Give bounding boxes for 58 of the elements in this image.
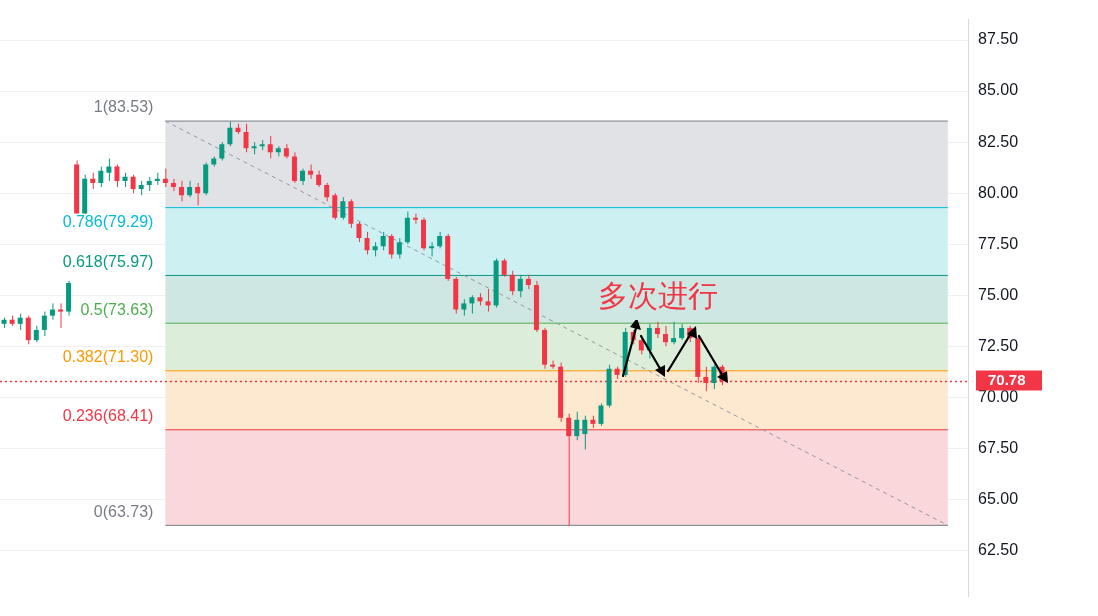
- y-tick-label: 80.00: [978, 183, 1019, 201]
- candlestick: [501, 257, 507, 278]
- ref-line-label: 1(83.53): [93, 98, 154, 116]
- candlestick: [412, 213, 418, 225]
- y-tick-label: 67.50: [978, 438, 1019, 456]
- y-tick-label: 85.00: [978, 81, 1019, 99]
- candlestick: [332, 192, 338, 221]
- candlestick: [58, 302, 63, 329]
- candlestick: [348, 198, 354, 229]
- candlestick: [396, 237, 402, 259]
- ref-line-label: 0.382(71.30): [62, 348, 154, 366]
- y-tick-label: 70.00: [978, 387, 1019, 405]
- candlestick: [598, 402, 604, 427]
- y-tick-label: 72.50: [978, 336, 1019, 354]
- candlestick: [469, 294, 475, 315]
- candlestick: [114, 164, 120, 188]
- candlestick: [388, 233, 394, 259]
- candlestick: [243, 123, 249, 153]
- candlestick: [130, 174, 136, 194]
- candlestick: [550, 360, 556, 370]
- candlestick: [195, 182, 201, 206]
- candlestick: [364, 231, 370, 255]
- candlestick: [574, 411, 580, 441]
- y-tick-label: 65.00: [978, 489, 1019, 507]
- ref-line-label: 0.618(75.97): [62, 252, 154, 270]
- ref-line-label: 0.236(68.41): [62, 407, 154, 425]
- candlestick: [582, 415, 588, 450]
- ref-line-label: 0.786(79.29): [62, 213, 154, 231]
- candlestick: [485, 288, 491, 313]
- ref-line-label: 0(63.73): [93, 502, 154, 520]
- candlestick: [356, 221, 362, 243]
- ref-line-label: 70.78: [988, 370, 1026, 388]
- y-tick-label: 87.50: [978, 30, 1019, 48]
- y-tick-label: 82.50: [978, 132, 1019, 150]
- candlestick: [219, 141, 225, 161]
- candlestick: [25, 315, 31, 345]
- candlestick: [162, 168, 168, 188]
- candlestick: [509, 270, 515, 296]
- candlestick: [98, 166, 104, 188]
- y-tick-label: 62.50: [978, 540, 1019, 558]
- ref-line-label: 0.5(73.63): [80, 300, 154, 318]
- candlestick: [187, 180, 193, 198]
- candlestick: [380, 231, 386, 251]
- annotation: 多次进行: [598, 277, 718, 313]
- y-tick-label: 77.50: [978, 234, 1019, 252]
- candlestick: [41, 311, 47, 337]
- candlestick: [308, 164, 314, 180]
- candlestick: [525, 274, 531, 290]
- candlestick: [106, 157, 112, 182]
- y-tick-label: 75.00: [978, 285, 1019, 303]
- candlestick: [324, 182, 330, 202]
- candlestick: [429, 241, 435, 257]
- candlestick: [49, 302, 55, 321]
- candlestick: [179, 180, 184, 202]
- candlestick: [227, 121, 233, 147]
- candlestick: [340, 196, 346, 221]
- candlestick: [170, 178, 176, 192]
- candlestick: [267, 135, 273, 159]
